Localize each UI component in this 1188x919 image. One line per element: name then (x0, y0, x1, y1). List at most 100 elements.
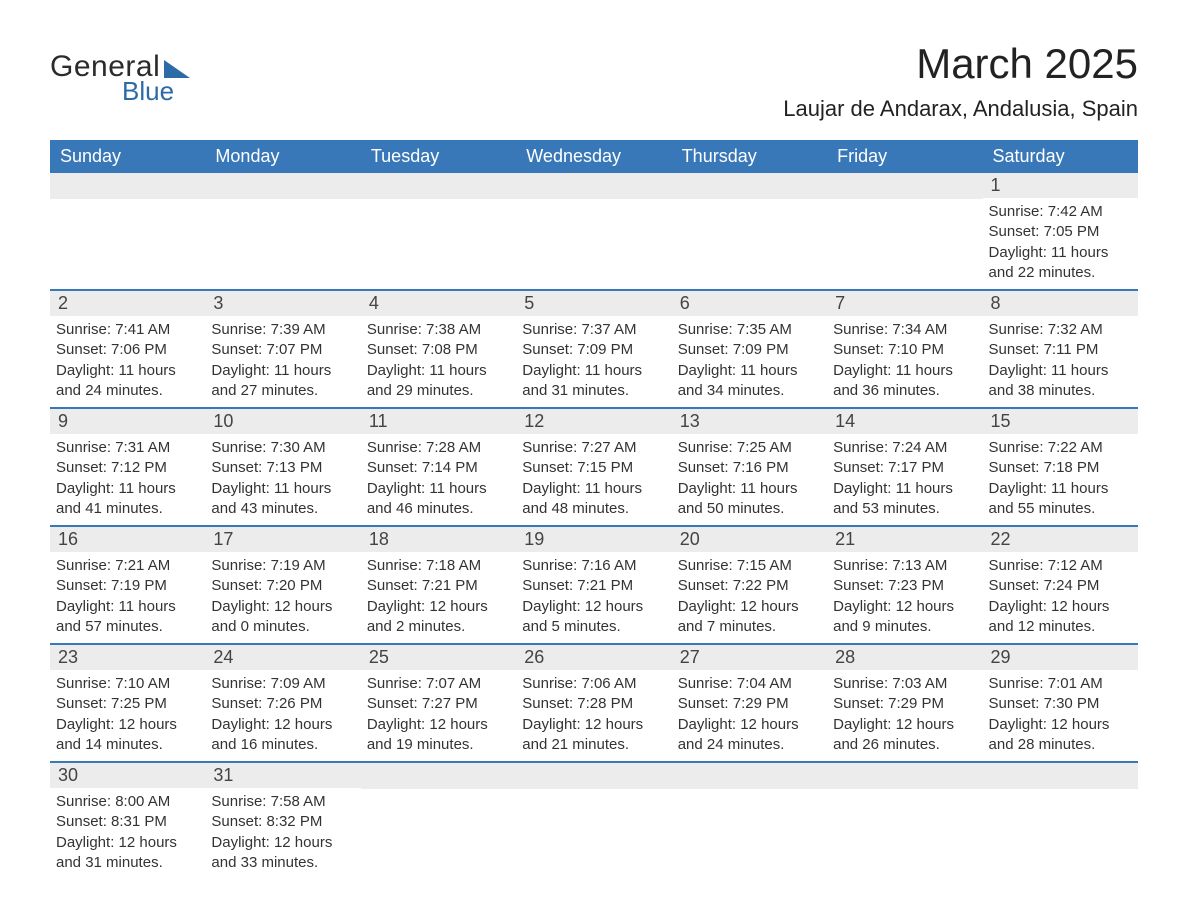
title-block: March 2025 Laujar de Andarax, Andalusia,… (783, 40, 1138, 122)
day-number-bar: 24 (205, 645, 360, 670)
day-number-bar: 7 (827, 291, 982, 316)
daylight-line: Daylight: 12 hours and 0 minutes. (211, 597, 354, 638)
day-number-bar: 20 (672, 527, 827, 552)
calendar-day-cell: 16Sunrise: 7:21 AMSunset: 7:19 PMDayligh… (50, 526, 205, 644)
day-number-bar (983, 763, 1138, 789)
daylight-line: Daylight: 11 hours and 53 minutes. (833, 479, 976, 520)
day-number-bar: 31 (205, 763, 360, 788)
day-number-bar: 25 (361, 645, 516, 670)
logo-text-blue: Blue (122, 76, 190, 107)
weekday-header: Wednesday (516, 140, 671, 173)
day-body: Sunrise: 7:15 AMSunset: 7:22 PMDaylight:… (672, 552, 827, 643)
calendar-day-cell: 7Sunrise: 7:34 AMSunset: 7:10 PMDaylight… (827, 290, 982, 408)
day-body: Sunrise: 7:38 AMSunset: 7:08 PMDaylight:… (361, 316, 516, 407)
day-number-bar (672, 173, 827, 199)
sunrise-line: Sunrise: 8:00 AM (56, 792, 199, 812)
sunset-line: Sunset: 7:24 PM (989, 576, 1132, 596)
calendar-day-cell (50, 173, 205, 290)
day-number-bar (827, 763, 982, 789)
sunset-line: Sunset: 7:15 PM (522, 458, 665, 478)
day-number-bar: 3 (205, 291, 360, 316)
location: Laujar de Andarax, Andalusia, Spain (783, 96, 1138, 122)
daylight-line: Daylight: 11 hours and 34 minutes. (678, 361, 821, 402)
day-body: Sunrise: 7:18 AMSunset: 7:21 PMDaylight:… (361, 552, 516, 643)
calendar-day-cell (827, 762, 982, 879)
day-number-bar (205, 173, 360, 199)
day-number-bar: 28 (827, 645, 982, 670)
calendar-week-row: 2Sunrise: 7:41 AMSunset: 7:06 PMDaylight… (50, 290, 1138, 408)
day-body: Sunrise: 7:35 AMSunset: 7:09 PMDaylight:… (672, 316, 827, 407)
sunrise-line: Sunrise: 7:32 AM (989, 320, 1132, 340)
day-number-bar: 26 (516, 645, 671, 670)
day-body: Sunrise: 7:21 AMSunset: 7:19 PMDaylight:… (50, 552, 205, 643)
calendar-day-cell (516, 173, 671, 290)
day-body: Sunrise: 7:03 AMSunset: 7:29 PMDaylight:… (827, 670, 982, 761)
sunrise-line: Sunrise: 7:34 AM (833, 320, 976, 340)
daylight-line: Daylight: 12 hours and 12 minutes. (989, 597, 1132, 638)
daylight-line: Daylight: 12 hours and 24 minutes. (678, 715, 821, 756)
sunset-line: Sunset: 7:09 PM (678, 340, 821, 360)
calendar-day-cell: 11Sunrise: 7:28 AMSunset: 7:14 PMDayligh… (361, 408, 516, 526)
sunset-line: Sunset: 7:20 PM (211, 576, 354, 596)
calendar-day-cell: 12Sunrise: 7:27 AMSunset: 7:15 PMDayligh… (516, 408, 671, 526)
daylight-line: Daylight: 11 hours and 43 minutes. (211, 479, 354, 520)
calendar-day-cell (672, 173, 827, 290)
day-body: Sunrise: 7:10 AMSunset: 7:25 PMDaylight:… (50, 670, 205, 761)
day-body: Sunrise: 7:28 AMSunset: 7:14 PMDaylight:… (361, 434, 516, 525)
daylight-line: Daylight: 12 hours and 33 minutes. (211, 833, 354, 874)
day-number-bar: 12 (516, 409, 671, 434)
day-number-bar: 8 (983, 291, 1138, 316)
sunset-line: Sunset: 7:06 PM (56, 340, 199, 360)
day-number-bar: 11 (361, 409, 516, 434)
sunset-line: Sunset: 7:21 PM (522, 576, 665, 596)
calendar-day-cell: 18Sunrise: 7:18 AMSunset: 7:21 PMDayligh… (361, 526, 516, 644)
weekday-header: Friday (827, 140, 982, 173)
day-number-bar: 2 (50, 291, 205, 316)
day-body: Sunrise: 7:01 AMSunset: 7:30 PMDaylight:… (983, 670, 1138, 761)
calendar-day-cell: 1Sunrise: 7:42 AMSunset: 7:05 PMDaylight… (983, 173, 1138, 290)
weekday-header: Tuesday (361, 140, 516, 173)
day-number-bar: 5 (516, 291, 671, 316)
daylight-line: Daylight: 11 hours and 55 minutes. (989, 479, 1132, 520)
calendar-day-cell (983, 762, 1138, 879)
calendar-day-cell: 9Sunrise: 7:31 AMSunset: 7:12 PMDaylight… (50, 408, 205, 526)
calendar-day-cell: 10Sunrise: 7:30 AMSunset: 7:13 PMDayligh… (205, 408, 360, 526)
day-number-bar (516, 763, 671, 789)
sunset-line: Sunset: 7:10 PM (833, 340, 976, 360)
calendar-day-cell (827, 173, 982, 290)
sunset-line: Sunset: 7:23 PM (833, 576, 976, 596)
sunrise-line: Sunrise: 7:58 AM (211, 792, 354, 812)
weekday-header: Sunday (50, 140, 205, 173)
daylight-line: Daylight: 11 hours and 24 minutes. (56, 361, 199, 402)
calendar-week-row: 1Sunrise: 7:42 AMSunset: 7:05 PMDaylight… (50, 173, 1138, 290)
calendar-day-cell: 21Sunrise: 7:13 AMSunset: 7:23 PMDayligh… (827, 526, 982, 644)
sunrise-line: Sunrise: 7:22 AM (989, 438, 1132, 458)
sunset-line: Sunset: 7:09 PM (522, 340, 665, 360)
day-body: Sunrise: 7:27 AMSunset: 7:15 PMDaylight:… (516, 434, 671, 525)
sunset-line: Sunset: 7:19 PM (56, 576, 199, 596)
sunrise-line: Sunrise: 7:42 AM (989, 202, 1132, 222)
day-body: Sunrise: 7:09 AMSunset: 7:26 PMDaylight:… (205, 670, 360, 761)
sunrise-line: Sunrise: 7:03 AM (833, 674, 976, 694)
daylight-line: Daylight: 12 hours and 2 minutes. (367, 597, 510, 638)
day-number-bar: 29 (983, 645, 1138, 670)
day-number-bar: 22 (983, 527, 1138, 552)
daylight-line: Daylight: 11 hours and 29 minutes. (367, 361, 510, 402)
calendar-day-cell: 29Sunrise: 7:01 AMSunset: 7:30 PMDayligh… (983, 644, 1138, 762)
sunrise-line: Sunrise: 7:35 AM (678, 320, 821, 340)
day-body: Sunrise: 7:39 AMSunset: 7:07 PMDaylight:… (205, 316, 360, 407)
day-body: Sunrise: 7:13 AMSunset: 7:23 PMDaylight:… (827, 552, 982, 643)
day-number-bar (827, 173, 982, 199)
calendar-day-cell: 30Sunrise: 8:00 AMSunset: 8:31 PMDayligh… (50, 762, 205, 879)
sunset-line: Sunset: 7:29 PM (833, 694, 976, 714)
daylight-line: Daylight: 11 hours and 57 minutes. (56, 597, 199, 638)
weekday-header-row: SundayMondayTuesdayWednesdayThursdayFrid… (50, 140, 1138, 173)
sunset-line: Sunset: 7:07 PM (211, 340, 354, 360)
daylight-line: Daylight: 12 hours and 14 minutes. (56, 715, 199, 756)
calendar-day-cell: 3Sunrise: 7:39 AMSunset: 7:07 PMDaylight… (205, 290, 360, 408)
sunrise-line: Sunrise: 7:06 AM (522, 674, 665, 694)
sunset-line: Sunset: 7:17 PM (833, 458, 976, 478)
sunrise-line: Sunrise: 7:21 AM (56, 556, 199, 576)
sunrise-line: Sunrise: 7:27 AM (522, 438, 665, 458)
calendar-week-row: 23Sunrise: 7:10 AMSunset: 7:25 PMDayligh… (50, 644, 1138, 762)
